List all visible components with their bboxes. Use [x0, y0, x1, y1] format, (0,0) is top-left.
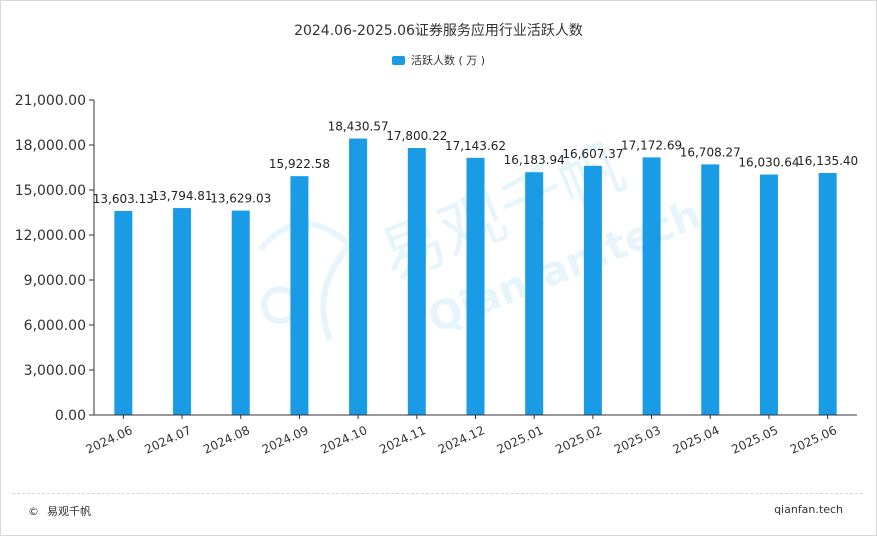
bar-value-label: 17,800.22	[386, 129, 447, 143]
legend-label: 活跃人数 ( 万 )	[410, 54, 486, 67]
x-tick-label: 2025.06	[788, 423, 839, 457]
bar[interactable]	[173, 208, 192, 415]
x-tick-label: 2025.03	[612, 423, 663, 457]
y-tick-label: 6,000.00	[24, 318, 86, 334]
x-tick-label: 2024.10	[318, 423, 369, 457]
bar-value-label: 15,922.58	[269, 157, 330, 171]
x-tick-label: 2025.01	[495, 423, 546, 457]
x-tick-label: 2025.05	[729, 423, 780, 457]
x-tick-label: 2025.02	[553, 423, 604, 457]
bar-value-label: 18,430.57	[328, 120, 389, 134]
x-tick-label: 2024.08	[201, 423, 252, 457]
bar-value-label: 13,794.81	[151, 189, 212, 203]
bar-value-label: 16,030.64	[738, 156, 799, 170]
bar-value-label: 13,629.03	[210, 192, 271, 206]
footer-divider	[12, 493, 863, 494]
bar[interactable]	[583, 165, 602, 415]
x-tick-label: 2024.09	[260, 423, 311, 457]
bar-value-label: 16,135.40	[797, 154, 858, 168]
copyright-icon: ©	[28, 504, 39, 518]
chart-title: 2024.06-2025.06证券服务应用行业活跃人数	[294, 23, 583, 39]
x-tick-label: 2024.06	[84, 423, 135, 457]
legend-swatch	[391, 55, 405, 65]
bar-value-label: 17,143.62	[445, 139, 506, 153]
y-tick-label: 0.00	[55, 408, 86, 424]
bar[interactable]	[759, 174, 778, 415]
bar[interactable]	[642, 157, 661, 415]
legend[interactable]: 活跃人数 ( 万 )	[0, 52, 877, 68]
footer-brand: © 易观千帆	[28, 503, 91, 519]
y-tick-label: 3,000.00	[24, 363, 86, 379]
bar[interactable]	[525, 172, 544, 415]
footer-site: qianfan.tech	[774, 503, 843, 516]
bar-value-label: 16,708.27	[680, 145, 741, 159]
bar[interactable]	[818, 172, 837, 415]
bar[interactable]	[114, 210, 133, 415]
bar-chart: 0.00 3,000.00 6,000.00 9,000.00 12,000.00 15,…	[15, 93, 858, 457]
x-tick-label: 2024.07	[142, 423, 193, 457]
y-tick-label: 21,000.00	[15, 93, 86, 109]
y-tick-label: 9,000.00	[24, 273, 86, 289]
x-tick-label: 2025.04	[671, 423, 722, 457]
bar[interactable]	[466, 157, 485, 415]
bar-value-label: 16,183.94	[504, 153, 565, 167]
bar-value-label: 17,172.69	[621, 138, 682, 152]
bar[interactable]	[231, 210, 250, 415]
footer-brand-name: 易观千帆	[47, 505, 91, 518]
bar[interactable]	[290, 176, 309, 415]
bar[interactable]	[701, 164, 720, 415]
y-tick-label: 15,000.00	[15, 183, 86, 199]
bar[interactable]	[407, 147, 426, 415]
x-axis: 2024.06 2024.07 2024.08 2024.09 2024.10 2024.…	[84, 414, 857, 457]
x-tick-label: 2024.11	[377, 423, 428, 457]
x-tick-label: 2024.12	[436, 423, 487, 457]
bar[interactable]	[349, 138, 368, 415]
y-axis: 0.00 3,000.00 6,000.00 9,000.00 12,000.00 15,…	[15, 93, 95, 424]
y-tick-label: 18,000.00	[15, 138, 86, 154]
bar-value-label: 13,603.13	[93, 192, 154, 206]
bar-value-label: 16,607.37	[562, 147, 623, 161]
y-tick-label: 12,000.00	[15, 228, 86, 244]
